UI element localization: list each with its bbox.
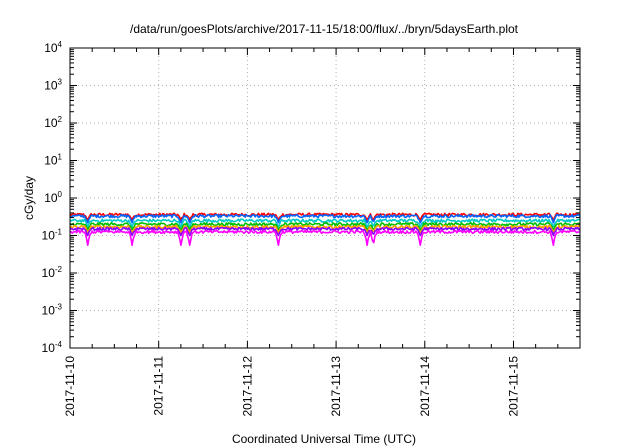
- x-axis-labels: 2017-11-10 2017-11-11 2017-11-12 2017-11-13…: [63, 356, 520, 417]
- series-line-3: [69, 222, 581, 231]
- series-line-2: [69, 218, 581, 228]
- y-axis-title: cGy/day: [22, 176, 36, 220]
- axis-ticks: [69, 47, 580, 349]
- series-lines: [69, 212, 581, 246]
- x-tick-label: 2017-11-10: [63, 356, 77, 417]
- y-tick-label: 10-1: [42, 228, 63, 243]
- y-tick-label: 103: [44, 78, 62, 93]
- x-tick-label: 2017-11-11: [152, 356, 166, 416]
- x-tick-label: 2017-11-12: [240, 356, 254, 417]
- y-tick-label: 104: [44, 40, 62, 55]
- y-tick-label: 10-4: [42, 340, 63, 355]
- x-tick-label: 2017-11-15: [506, 356, 520, 417]
- chart-title: /data/run/goesPlots/archive/2017-11-15/1…: [130, 22, 519, 36]
- y-axis-labels: 10-4 10-3 10-2 10-1 100 101 102 103 104: [42, 40, 63, 355]
- y-tick-label: 101: [44, 153, 62, 168]
- y-tick-label: 100: [44, 190, 62, 205]
- x-tick-label: 2017-11-13: [329, 356, 343, 417]
- series-line-1: [69, 213, 581, 224]
- x-tick-label: 2017-11-14: [418, 356, 432, 417]
- series-line-5: [69, 226, 581, 237]
- series-line-6: [69, 229, 580, 246]
- x-axis-title: Coordinated Universal Time (UTC): [232, 432, 416, 446]
- y-tick-label: 102: [44, 115, 62, 130]
- y-tick-label: 10-2: [42, 265, 63, 280]
- grid-lines: [70, 48, 580, 348]
- y-tick-label: 10-3: [42, 303, 63, 318]
